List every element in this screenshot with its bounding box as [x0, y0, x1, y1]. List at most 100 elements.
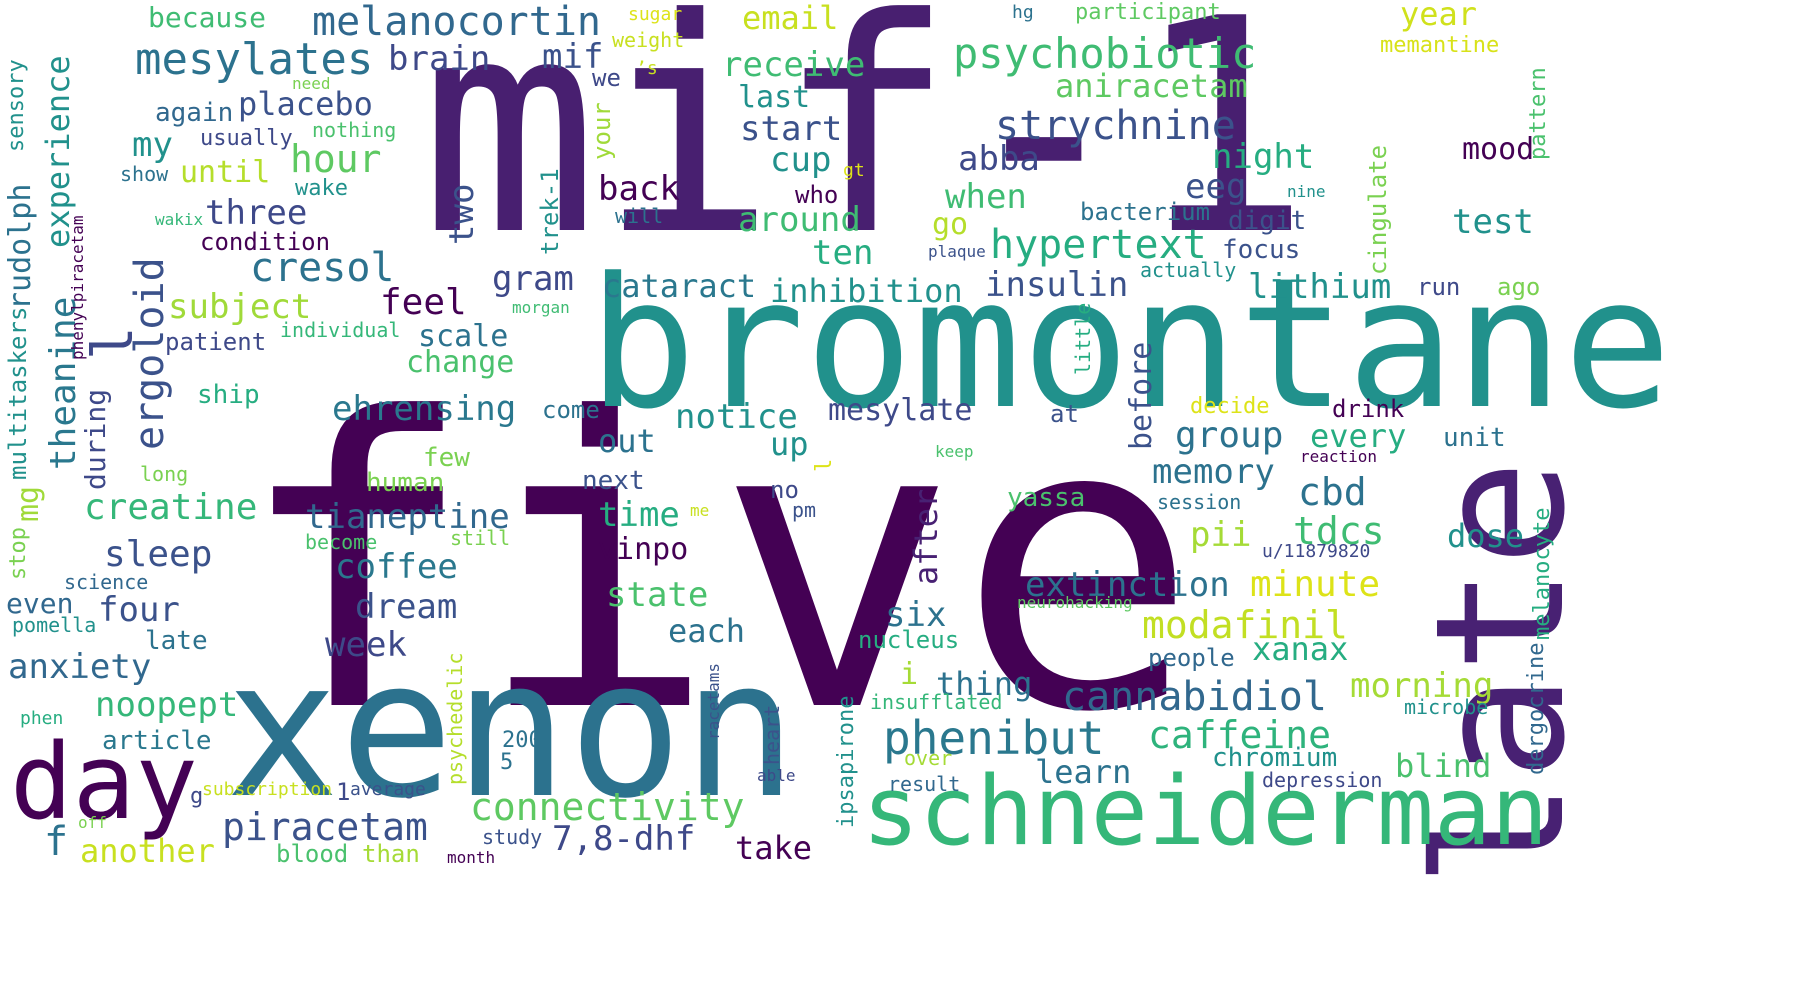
word-rudolph: rudolph: [3, 183, 38, 310]
word-piracetam: piracetam: [222, 805, 428, 849]
word-caffeine: caffeine: [1148, 713, 1332, 757]
word-long: long: [140, 462, 189, 486]
word-chromium: chromium: [1212, 743, 1338, 773]
word-brain: brain: [388, 39, 491, 79]
word-every: every: [1310, 417, 1407, 455]
word-result: result: [888, 772, 961, 796]
word-phenibut: phenibut: [883, 711, 1105, 765]
word-200: 200: [502, 728, 542, 753]
word-memantine: memantine: [1380, 33, 1500, 58]
word-sleep: sleep: [104, 534, 213, 575]
word-insulin: insulin: [985, 265, 1129, 305]
word-cresol: cresol: [250, 245, 395, 291]
word-participant: participant: [1075, 0, 1221, 25]
word-7-8-dhf: 7,8-dhf: [552, 819, 696, 859]
word-ten: ten: [812, 233, 874, 273]
word-around: around: [738, 200, 861, 240]
word-subscription: subscription: [202, 779, 333, 800]
word-month: month: [447, 848, 496, 867]
word-noopept: noopept: [95, 685, 239, 725]
word-study: study: [482, 825, 543, 849]
word-focus: focus: [1222, 235, 1301, 265]
word-article: article: [102, 726, 212, 756]
word-aniracetam: aniracetam: [1055, 67, 1248, 105]
word-after: after: [907, 488, 945, 585]
word-ship: ship: [197, 380, 260, 410]
word-memory: memory: [1152, 452, 1275, 492]
word-nothing: nothing: [312, 118, 397, 142]
word-wake: wake: [295, 176, 348, 201]
word-when: when: [945, 177, 1027, 217]
word-trek-1: trek-1: [536, 168, 564, 255]
word-go: go: [932, 207, 969, 242]
word-blind: blind: [1395, 747, 1492, 785]
word-mesylate: mesylate: [828, 393, 973, 428]
word-still: still: [450, 526, 511, 550]
word-condition: condition: [200, 228, 331, 256]
word-come: come: [542, 396, 600, 424]
word-xanax: xanax: [1252, 630, 1349, 668]
word-ago: ago: [1497, 273, 1541, 301]
word-xenon: xenon: [225, 619, 797, 840]
word-nucleus: nucleus: [858, 626, 960, 654]
word-vinpo: vinpo: [598, 532, 689, 567]
word-scale: scale: [418, 319, 509, 354]
word-up: up: [770, 425, 809, 463]
word-plaque: plaque: [928, 242, 986, 261]
word-5: 5: [500, 750, 514, 775]
word-year: year: [1400, 0, 1478, 33]
word-time: time: [598, 495, 680, 535]
word-digit: digit: [1228, 206, 1307, 236]
word-extinction: extinction: [1025, 565, 1230, 605]
word-minute: minute: [1250, 564, 1381, 605]
word-over: over: [904, 746, 953, 770]
word-will: will: [615, 204, 664, 228]
word-phenylpiracetam: phenylpiracetam: [68, 215, 87, 361]
word-psychedelic: psychedelic: [443, 652, 467, 785]
word-before: before: [1124, 341, 1159, 450]
word-tdcs: tdcs: [1293, 509, 1385, 553]
word-tianeptine: tianeptine: [305, 497, 510, 537]
word-insufflated: insufflated: [870, 690, 1003, 714]
word-again: again: [155, 98, 234, 128]
word-pii: pii: [1190, 515, 1252, 555]
word-placebo: placebo: [238, 85, 373, 123]
word-usually: usually: [200, 126, 293, 151]
word-hour: hour: [290, 137, 382, 181]
word-during: during: [79, 388, 112, 490]
word-start: start: [740, 109, 843, 149]
word-thing: thing: [936, 665, 1033, 703]
word-two: two: [442, 183, 482, 245]
word-hg: hg: [1012, 2, 1034, 23]
word-learn: learn: [1035, 753, 1132, 791]
word-patient: patient: [165, 328, 267, 356]
word-1: 1: [336, 778, 351, 806]
word-feel: feel: [380, 282, 467, 323]
word-mif-1: mif-1: [420, 0, 1312, 300]
word-ergoloid: ergoloid: [127, 257, 173, 450]
word-who: who: [795, 181, 839, 209]
word-s: ’s: [636, 58, 658, 79]
word-my: my: [132, 125, 173, 165]
word-average: average: [350, 779, 426, 800]
word-unit: unit: [1443, 423, 1506, 453]
word-individual: individual: [280, 318, 401, 342]
word-test: test: [1452, 202, 1534, 242]
word-inhibition: inhibition: [770, 272, 963, 310]
word-your: your: [588, 102, 616, 160]
word-strychnine: strychnine: [995, 103, 1236, 149]
word-mesylates: mesylates: [135, 34, 374, 85]
word-wakix: wakix: [155, 210, 204, 229]
word-day: day: [10, 721, 198, 843]
word-eeg: eeg: [1185, 167, 1247, 207]
word-psychobiotic: psychobiotic: [953, 29, 1257, 78]
word-hypertext: hypertext: [990, 222, 1207, 268]
word-cataract: cataract: [602, 267, 757, 305]
word-subject: subject: [168, 287, 312, 327]
word-l-small: l: [812, 458, 837, 472]
word-bacterium: bacterium: [1080, 198, 1211, 226]
word-connectivity: connectivity: [470, 785, 745, 829]
word-me: me: [690, 501, 710, 520]
word-session: session: [1157, 490, 1242, 514]
word-run: run: [1417, 273, 1461, 301]
